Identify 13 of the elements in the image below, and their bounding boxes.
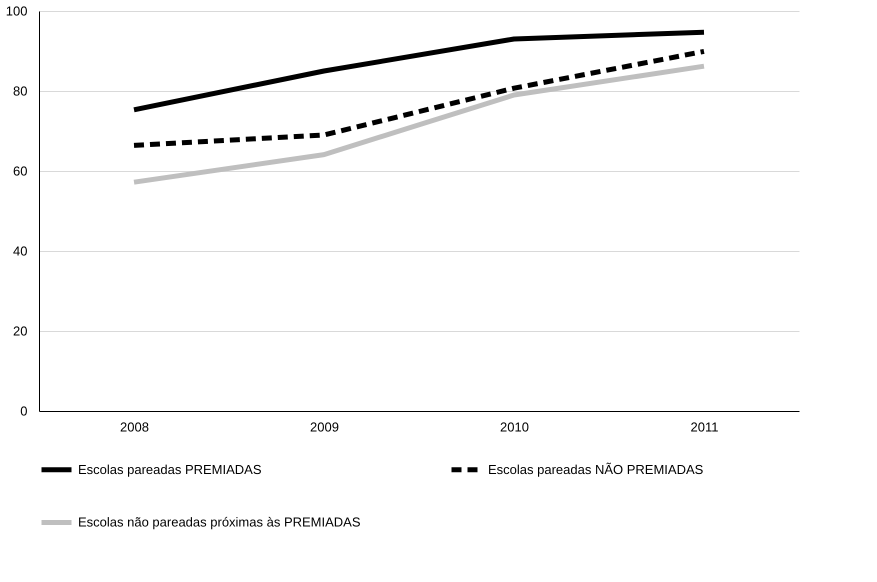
y-tick-label: 100: [6, 4, 28, 18]
y-tick-label: 0: [20, 404, 28, 418]
y-tick-label: 40: [13, 244, 28, 258]
x-tick-label: 2010: [500, 420, 529, 434]
y-tick-label: 80: [13, 84, 28, 98]
legend-label: Escolas não pareadas próximas às PREMIADAS: [78, 514, 361, 530]
y-tick-label: 20: [13, 324, 28, 338]
x-tick-label: 2009: [310, 420, 339, 434]
legend-label: Escolas pareadas NÃO PREMIADAS: [488, 462, 704, 477]
y-tick-label: 60: [13, 164, 28, 178]
x-tick-label: 2008: [120, 420, 149, 434]
legend-label: Escolas pareadas PREMIADAS: [78, 462, 262, 477]
x-tick-label: 2011: [690, 420, 718, 434]
